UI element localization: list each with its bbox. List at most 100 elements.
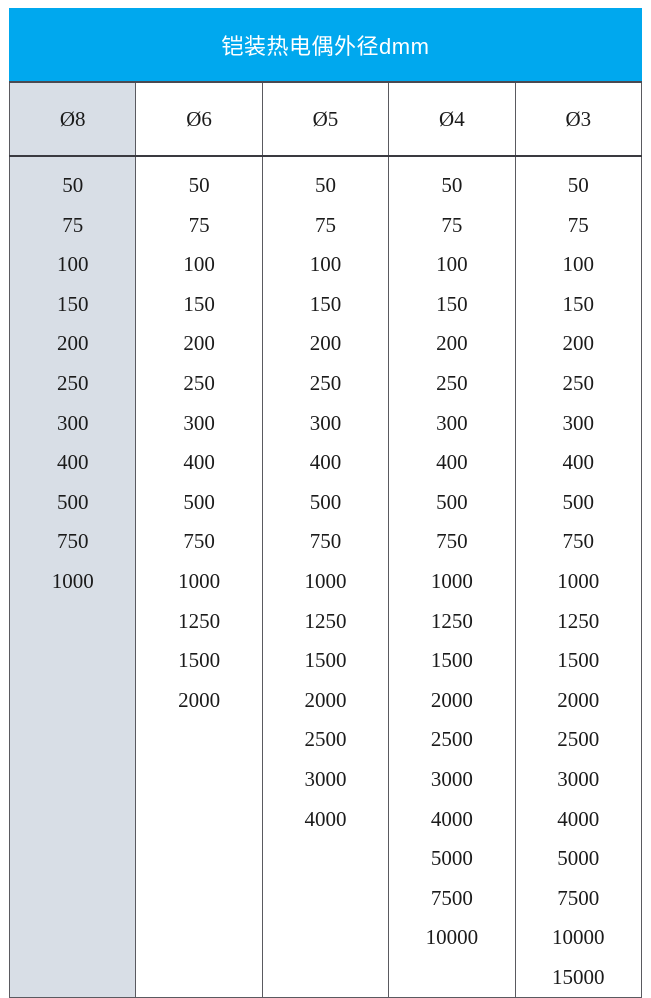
column-header-diameter-8: Ø8 xyxy=(8,82,137,157)
value-cell: 100 xyxy=(562,252,595,277)
value-cell: 7500 xyxy=(557,885,600,910)
value-cell: 750 xyxy=(309,529,342,554)
value-cell: 1250 xyxy=(304,608,347,633)
value-cell: 50 xyxy=(314,173,336,197)
value-list: 50 75 100 150 200 250 300 400 500 750 1000 1250 1500… xyxy=(516,157,641,997)
value-cell: 300 xyxy=(309,410,342,435)
column-header-diameter-4: Ø4 xyxy=(388,82,516,157)
column-values-diameter-3: 50 75 100 150 200 250 300 400 500 750 1000 1250 1500… xyxy=(514,155,643,998)
value-cell: 75 xyxy=(188,212,210,237)
value-cell: 150 xyxy=(436,291,468,316)
value-cell: 150 xyxy=(309,291,342,316)
value-cell: 750 xyxy=(183,529,215,554)
value-cell: 750 xyxy=(436,529,468,554)
value-cell: 1250 xyxy=(430,608,473,633)
value-cell: 750 xyxy=(562,529,595,554)
value-cell: 2500 xyxy=(557,727,600,752)
value-cell: 400 xyxy=(183,450,215,475)
value-cell: 250 xyxy=(183,370,215,395)
data-row: 50 75 100 150 200 250 300 400 500 750 1000 50 75 100… xyxy=(8,155,643,998)
spec-table-container: 铠装热电偶外径dmm Ø8 Ø6 Ø5 Ø4 Ø3 50 75 100 150 200 2… xyxy=(8,8,643,998)
value-cell: 500 xyxy=(183,489,215,514)
value-cell: 300 xyxy=(183,410,215,435)
value-cell: 3000 xyxy=(304,766,347,791)
value-cell: 1500 xyxy=(430,648,473,673)
value-cell: 2500 xyxy=(304,727,347,752)
value-cell: 5000 xyxy=(430,846,473,871)
thermocouple-length-table: 铠装热电偶外径dmm Ø8 Ø6 Ø5 Ø4 Ø3 50 75 100 150 200 2… xyxy=(8,8,643,998)
value-cell: 2000 xyxy=(557,687,600,712)
value-cell: 150 xyxy=(183,291,215,316)
value-cell: 400 xyxy=(309,450,342,475)
value-cell: 5000 xyxy=(557,846,600,871)
value-cell: 150 xyxy=(562,291,595,316)
value-cell: 50 xyxy=(62,173,84,197)
value-cell: 2500 xyxy=(430,727,473,752)
value-cell: 250 xyxy=(562,370,595,395)
column-values-diameter-8: 50 75 100 150 200 250 300 400 500 750 1000 xyxy=(8,155,137,998)
value-list: 50 75 100 150 200 250 300 400 500 750 1000 1250 1500… xyxy=(263,157,388,839)
column-values-diameter-5: 50 75 100 150 200 250 300 400 500 750 1000 1250 1500… xyxy=(261,155,390,998)
value-cell: 500 xyxy=(56,489,89,514)
value-cell: 100 xyxy=(183,252,215,277)
column-values-diameter-6: 50 75 100 150 200 250 300 400 500 750 1000 1250 1500… xyxy=(135,155,263,998)
value-cell: 150 xyxy=(56,291,89,316)
value-cell: 1500 xyxy=(178,648,221,673)
value-list: 50 75 100 150 200 250 300 400 500 750 1000 xyxy=(10,157,135,602)
value-cell: 75 xyxy=(62,212,84,237)
value-cell: 400 xyxy=(436,450,468,475)
value-cell: 2000 xyxy=(178,687,221,712)
value-cell: 7500 xyxy=(430,885,473,910)
value-cell: 400 xyxy=(562,450,595,475)
value-cell: 300 xyxy=(562,410,595,435)
value-cell: 10000 xyxy=(552,925,605,950)
value-cell: 1250 xyxy=(178,608,221,633)
table-title: 铠装热电偶外径dmm xyxy=(9,8,642,83)
value-cell: 1250 xyxy=(557,608,600,633)
value-cell: 75 xyxy=(441,212,463,237)
value-cell: 50 xyxy=(567,173,589,197)
value-cell: 75 xyxy=(567,212,589,237)
value-cell: 1500 xyxy=(557,648,600,673)
value-cell: 200 xyxy=(56,331,89,356)
value-cell: 75 xyxy=(314,212,336,237)
header-row: Ø8 Ø6 Ø5 Ø4 Ø3 xyxy=(8,82,643,157)
value-cell: 4000 xyxy=(304,806,347,831)
value-cell: 200 xyxy=(436,331,468,356)
column-header-diameter-6: Ø6 xyxy=(135,82,263,157)
value-cell: 4000 xyxy=(430,806,473,831)
value-cell: 100 xyxy=(56,252,89,277)
value-cell: 10000 xyxy=(425,925,479,950)
value-list: 50 75 100 150 200 250 300 400 500 750 1000 1250 1500… xyxy=(389,157,514,958)
value-cell: 750 xyxy=(56,529,89,554)
value-cell: 15000 xyxy=(552,964,605,989)
value-cell: 100 xyxy=(436,252,468,277)
value-cell: 50 xyxy=(188,173,210,197)
value-cell: 200 xyxy=(183,331,215,356)
value-cell: 500 xyxy=(562,489,595,514)
value-cell: 50 xyxy=(441,173,463,197)
value-cell: 1000 xyxy=(51,568,94,593)
value-cell: 300 xyxy=(56,410,89,435)
value-cell: 200 xyxy=(309,331,342,356)
value-cell: 1500 xyxy=(304,648,347,673)
value-cell: 3000 xyxy=(557,766,600,791)
value-cell: 500 xyxy=(309,489,342,514)
value-cell: 300 xyxy=(436,410,468,435)
value-cell: 1000 xyxy=(557,568,600,593)
value-cell: 1000 xyxy=(430,568,473,593)
value-cell: 200 xyxy=(562,331,595,356)
value-cell: 3000 xyxy=(430,766,473,791)
value-cell: 1000 xyxy=(304,568,347,593)
value-list: 50 75 100 150 200 250 300 400 500 750 1000 1250 1500… xyxy=(136,157,261,720)
value-cell: 1000 xyxy=(178,568,221,593)
value-cell: 500 xyxy=(436,489,468,514)
value-cell: 400 xyxy=(56,450,89,475)
value-cell: 100 xyxy=(309,252,342,277)
value-cell: 250 xyxy=(309,370,342,395)
column-header-diameter-3: Ø3 xyxy=(514,82,643,157)
title-row: 铠装热电偶外径dmm xyxy=(9,8,642,83)
column-values-diameter-4: 50 75 100 150 200 250 300 400 500 750 1000 1250 1500… xyxy=(388,155,516,998)
value-cell: 250 xyxy=(436,370,468,395)
value-cell: 250 xyxy=(56,370,89,395)
